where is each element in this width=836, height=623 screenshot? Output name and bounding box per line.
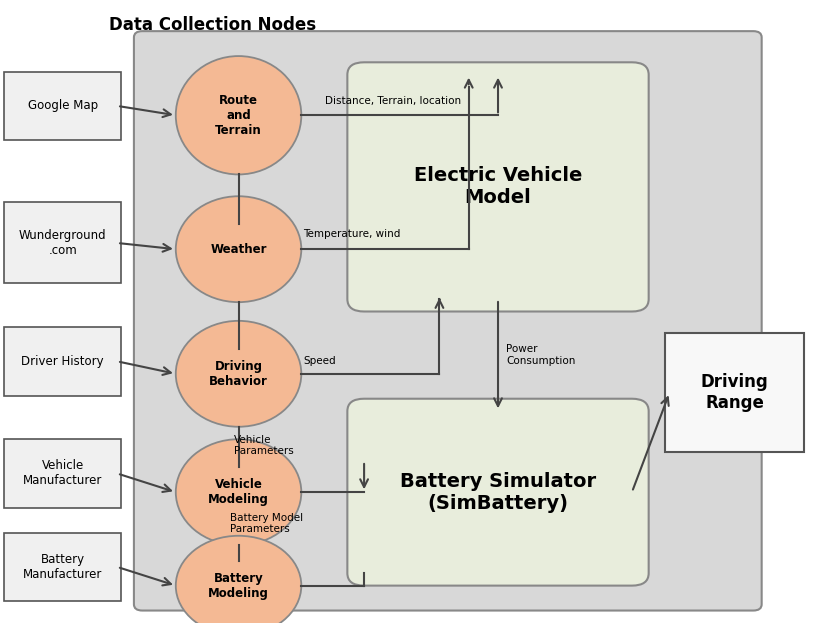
FancyBboxPatch shape: [4, 202, 121, 283]
Text: Driving
Range: Driving Range: [700, 373, 767, 412]
Ellipse shape: [176, 196, 301, 302]
Text: Weather: Weather: [210, 243, 267, 255]
FancyBboxPatch shape: [347, 399, 648, 586]
Text: Driver History: Driver History: [22, 355, 104, 368]
FancyBboxPatch shape: [4, 439, 121, 508]
Text: Data Collection Nodes: Data Collection Nodes: [109, 16, 315, 34]
Text: Battery Model
Parameters: Battery Model Parameters: [230, 513, 303, 534]
Ellipse shape: [176, 439, 301, 545]
Text: Power
Consumption: Power Consumption: [506, 345, 575, 366]
Text: Speed: Speed: [303, 356, 335, 366]
Text: Vehicle
Parameters: Vehicle Parameters: [234, 435, 293, 456]
Text: Driving
Behavior: Driving Behavior: [209, 360, 268, 388]
Text: Distance, Terrain, location: Distance, Terrain, location: [324, 96, 461, 106]
Text: Vehicle
Modeling: Vehicle Modeling: [208, 478, 268, 506]
Text: Google Map: Google Map: [28, 100, 98, 112]
Text: Vehicle
Manufacturer: Vehicle Manufacturer: [23, 460, 102, 487]
Text: Electric Vehicle
Model: Electric Vehicle Model: [413, 166, 582, 207]
FancyBboxPatch shape: [347, 62, 648, 312]
Ellipse shape: [176, 56, 301, 174]
Text: Battery
Manufacturer: Battery Manufacturer: [23, 553, 102, 581]
FancyBboxPatch shape: [4, 72, 121, 140]
Text: Temperature, wind: Temperature, wind: [303, 229, 400, 239]
FancyBboxPatch shape: [4, 533, 121, 601]
Ellipse shape: [176, 321, 301, 427]
FancyBboxPatch shape: [665, 333, 803, 452]
FancyBboxPatch shape: [4, 327, 121, 396]
Text: Battery Simulator
(SimBattery): Battery Simulator (SimBattery): [400, 472, 595, 513]
Ellipse shape: [176, 536, 301, 623]
Text: Route
and
Terrain: Route and Terrain: [215, 93, 262, 137]
FancyBboxPatch shape: [134, 31, 761, 611]
Text: Battery
Modeling: Battery Modeling: [208, 572, 268, 599]
Text: Wunderground
.com: Wunderground .com: [19, 229, 106, 257]
